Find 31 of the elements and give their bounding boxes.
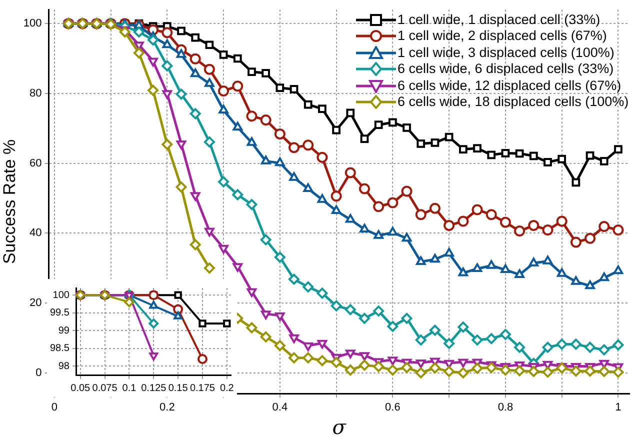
x-axis-title: σ (332, 415, 348, 440)
x-tick-label: 0.2 (160, 401, 175, 414)
x-tick-label: 0.175 (190, 382, 216, 394)
x-tick-label: 0.125 (141, 382, 167, 394)
legend-label: 6 cells wide, 12 displaced cells (67%) (398, 78, 622, 94)
x-tick-label: 0.4 (272, 401, 288, 414)
x-tick-label: 1 (615, 401, 622, 414)
y-tick-label: 98 (58, 360, 70, 372)
y-tick-label: 100 (52, 290, 70, 301)
legend-label: 6 cells wide, 6 displaced cells (33%) (398, 61, 614, 78)
x-tick-label: 0.6 (385, 401, 400, 414)
x-tick-label: 0.15 (168, 382, 188, 394)
legend-label: 1 cell wide, 2 displaced cells (67%) (398, 28, 607, 45)
y-tick-label: 99.5 (50, 308, 70, 319)
x-tick-label: 0.05 (70, 382, 91, 394)
y-tick-label: 99 (58, 325, 70, 336)
x-tick-label: 0.2 (220, 382, 234, 394)
x-tick-label: 0.1 (122, 382, 137, 394)
x-tick-label: 0.075 (92, 382, 118, 394)
y-tick-label: 40 (30, 227, 42, 240)
y-axis-title: Success Rate % (0, 139, 19, 264)
y-tick-label: 100 (23, 18, 42, 30)
y-tick-label: 60 (30, 157, 42, 170)
y-tick-label: 80 (30, 87, 42, 100)
legend-label: 1 cell wide, 3 displaced cells (100%) (398, 44, 614, 62)
x-tick-label: 0.8 (498, 401, 514, 414)
y-tick-label: 98.5 (50, 343, 70, 354)
y-tick-label: 0 (36, 366, 42, 379)
legend-label: 6 cells wide, 18 displaced cells (100%) (398, 94, 629, 111)
y-tick-label: 20 (30, 297, 42, 310)
legend-label: 1 cell wide, 1 displaced cell (33%) (398, 12, 600, 28)
